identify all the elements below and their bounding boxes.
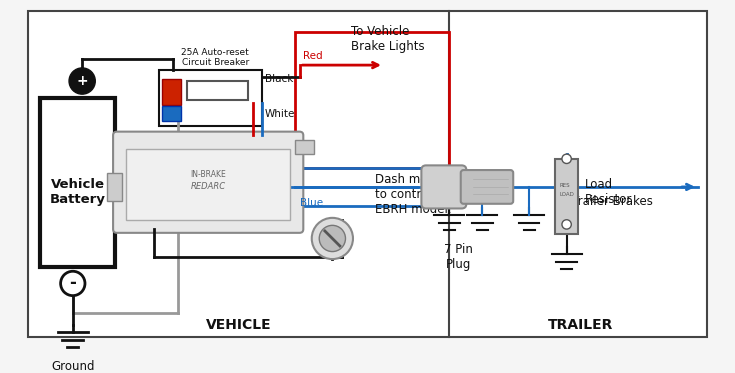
Circle shape — [312, 218, 353, 259]
Circle shape — [319, 225, 345, 251]
Text: White: White — [265, 109, 295, 119]
Text: LOAD: LOAD — [559, 192, 574, 197]
Circle shape — [60, 271, 85, 296]
FancyBboxPatch shape — [461, 170, 513, 204]
Text: TRAILER: TRAILER — [548, 318, 614, 332]
Circle shape — [562, 154, 571, 163]
Bar — [40, 98, 115, 267]
Text: RES: RES — [559, 183, 570, 188]
Text: Red: Red — [304, 51, 323, 62]
Text: REDARC: REDARC — [190, 182, 226, 191]
Bar — [556, 159, 578, 234]
Bar — [187, 81, 248, 100]
Text: +: + — [76, 74, 88, 88]
Bar — [162, 106, 181, 121]
Circle shape — [562, 220, 571, 229]
Text: 7 Pin
Plug: 7 Pin Plug — [445, 243, 473, 271]
Bar — [295, 32, 450, 168]
FancyBboxPatch shape — [113, 132, 304, 233]
Text: To Trailer Brakes: To Trailer Brakes — [556, 195, 653, 207]
Bar — [162, 79, 181, 106]
Text: VEHICLE: VEHICLE — [206, 318, 271, 332]
Text: Load
Resistor: Load Resistor — [585, 178, 633, 206]
Bar — [126, 150, 290, 220]
Bar — [295, 140, 314, 154]
Bar — [107, 173, 121, 201]
Bar — [295, 168, 450, 206]
Text: 25A Auto-reset
Circuit Breaker: 25A Auto-reset Circuit Breaker — [182, 48, 249, 67]
Text: To Vehicle
Brake Lights: To Vehicle Brake Lights — [351, 25, 425, 53]
Text: Blue: Blue — [300, 198, 323, 208]
Text: -: - — [69, 275, 76, 292]
Circle shape — [69, 68, 96, 94]
Text: Dash mount
to controls for
EBRH model.: Dash mount to controls for EBRH model. — [375, 173, 457, 216]
Text: Ground: Ground — [51, 360, 95, 373]
Text: IN-BRAKE: IN-BRAKE — [190, 170, 226, 179]
Bar — [159, 70, 262, 126]
Text: Black: Black — [265, 75, 293, 84]
Text: Vehicle
Battery: Vehicle Battery — [49, 178, 105, 206]
FancyBboxPatch shape — [421, 165, 467, 209]
